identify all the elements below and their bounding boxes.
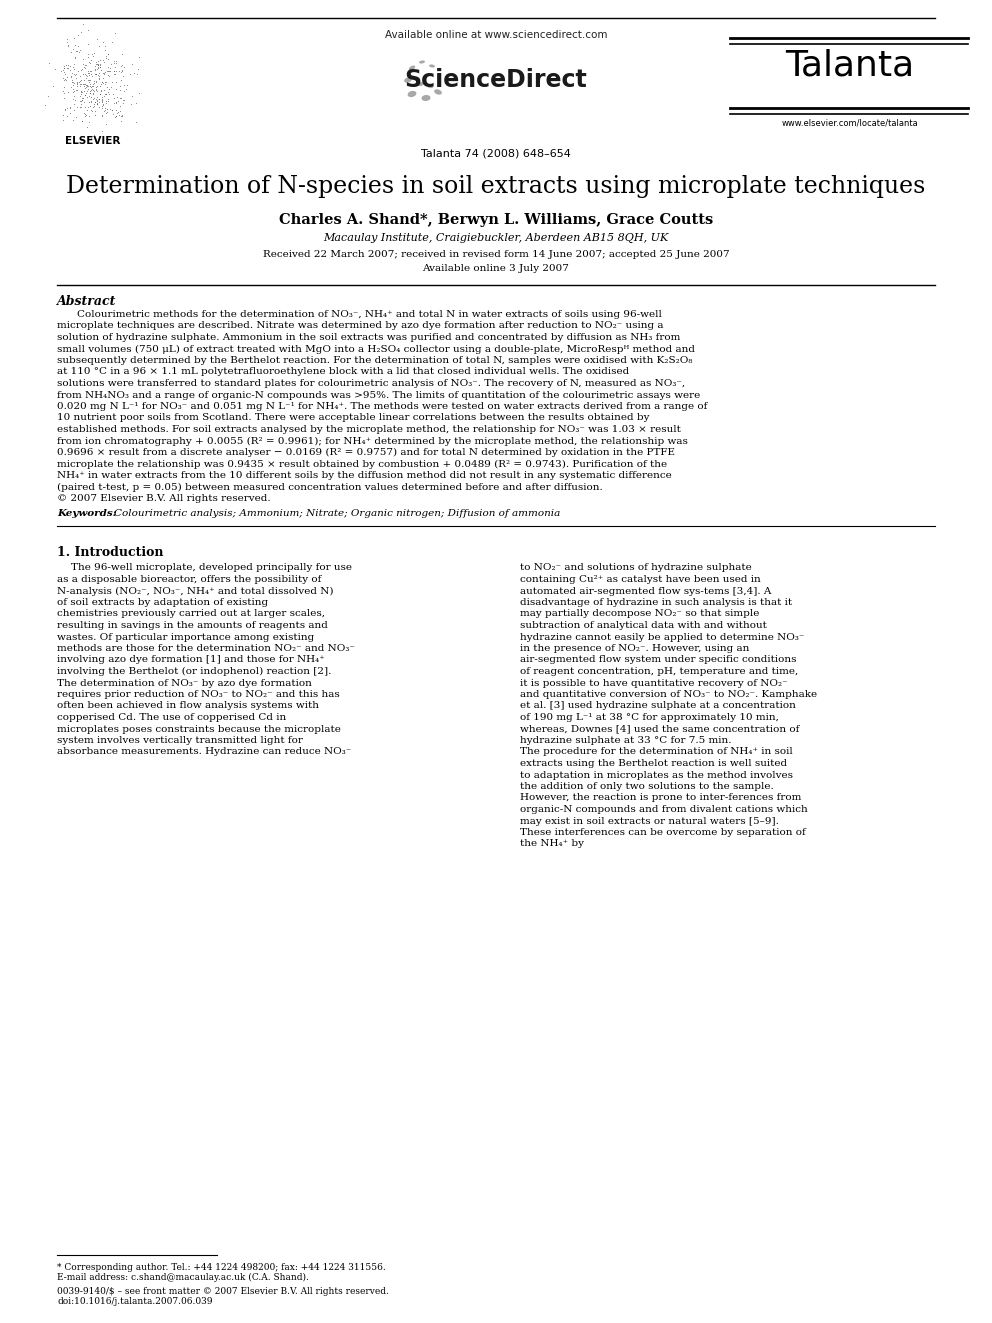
Text: subtraction of analytical data with and without: subtraction of analytical data with and … <box>520 620 767 630</box>
Text: solution of hydrazine sulphate. Ammonium in the soil extracts was purified and c: solution of hydrazine sulphate. Ammonium… <box>57 333 681 343</box>
Ellipse shape <box>429 65 434 67</box>
Text: may partially decompose NO₂⁻ so that simple: may partially decompose NO₂⁻ so that sim… <box>520 610 759 618</box>
Text: et al. [3] used hydrazine sulphate at a concentration: et al. [3] used hydrazine sulphate at a … <box>520 701 796 710</box>
Text: solutions were transferred to standard plates for colourimetric analysis of NO₃⁻: solutions were transferred to standard p… <box>57 378 685 388</box>
Text: may exist in soil extracts or natural waters [5–9].: may exist in soil extracts or natural wa… <box>520 816 779 826</box>
Text: Keywords:: Keywords: <box>57 509 117 519</box>
Text: wastes. Of particular importance among existing: wastes. Of particular importance among e… <box>57 632 314 642</box>
Text: 10 nutrient poor soils from Scotland. There were acceptable linear correlations : 10 nutrient poor soils from Scotland. Th… <box>57 414 650 422</box>
Text: doi:10.1016/j.talanta.2007.06.039: doi:10.1016/j.talanta.2007.06.039 <box>57 1297 212 1306</box>
Text: system involves vertically transmitted light for: system involves vertically transmitted l… <box>57 736 303 745</box>
Ellipse shape <box>417 82 424 86</box>
Ellipse shape <box>419 61 425 64</box>
Text: absorbance measurements. Hydrazine can reduce NO₃⁻: absorbance measurements. Hydrazine can r… <box>57 747 351 757</box>
Text: air-segmented flow system under specific conditions: air-segmented flow system under specific… <box>520 655 797 664</box>
Text: of reagent concentration, pH, temperature and time,: of reagent concentration, pH, temperatur… <box>520 667 799 676</box>
Text: involving azo dye formation [1] and those for NH₄⁺: involving azo dye formation [1] and thos… <box>57 655 324 664</box>
Text: at 110 °C in a 96 × 1.1 mL polytetrafluoroethylene block with a lid that closed : at 110 °C in a 96 × 1.1 mL polytetrafluo… <box>57 368 629 377</box>
Text: E-mail address: c.shand@macaulay.ac.uk (C.A. Shand).: E-mail address: c.shand@macaulay.ac.uk (… <box>57 1273 309 1282</box>
Text: often been achieved in flow analysis systems with: often been achieved in flow analysis sys… <box>57 701 319 710</box>
Text: subsequently determined by the Berthelot reaction. For the determination of tota: subsequently determined by the Berthelot… <box>57 356 692 365</box>
Text: 1. Introduction: 1. Introduction <box>57 545 164 558</box>
Text: automated air-segmented flow sys-tems [3,4]. A: automated air-segmented flow sys-tems [3… <box>520 586 772 595</box>
Text: copperised Cd. The use of copperised Cd in: copperised Cd. The use of copperised Cd … <box>57 713 287 722</box>
Text: Available online 3 July 2007: Available online 3 July 2007 <box>423 265 569 273</box>
Text: www.elsevier.com/locate/talanta: www.elsevier.com/locate/talanta <box>782 118 919 127</box>
Text: requires prior reduction of NO₃⁻ to NO₂⁻ and this has: requires prior reduction of NO₃⁻ to NO₂⁻… <box>57 691 339 699</box>
Ellipse shape <box>409 66 416 70</box>
Text: hydrazine cannot easily be applied to determine NO₃⁻: hydrazine cannot easily be applied to de… <box>520 632 805 642</box>
Text: microplate the relationship was 0.9435 × result obtained by combustion + 0.0489 : microplate the relationship was 0.9435 ×… <box>57 459 668 468</box>
Text: methods are those for the determination NO₂⁻ and NO₃⁻: methods are those for the determination … <box>57 644 355 654</box>
Text: * Corresponding author. Tel.: +44 1224 498200; fax: +44 1224 311556.: * Corresponding author. Tel.: +44 1224 4… <box>57 1263 386 1271</box>
Text: to NO₂⁻ and solutions of hydrazine sulphate: to NO₂⁻ and solutions of hydrazine sulph… <box>520 564 752 573</box>
Text: Colourimetric methods for the determination of NO₃⁻, NH₄⁺ and total N in water e: Colourimetric methods for the determinat… <box>77 310 662 319</box>
Text: as a disposable bioreactor, offers the possibility of: as a disposable bioreactor, offers the p… <box>57 576 321 583</box>
Text: These interferences can be overcome by separation of: These interferences can be overcome by s… <box>520 828 806 837</box>
Text: 0039-9140/$ – see front matter © 2007 Elsevier B.V. All rights reserved.: 0039-9140/$ – see front matter © 2007 El… <box>57 1287 389 1297</box>
Ellipse shape <box>408 91 417 97</box>
Text: the NH₄⁺ by: the NH₄⁺ by <box>520 840 584 848</box>
Text: from ion chromatography + 0.0055 (R² = 0.9961); for NH₄⁺ determined by the micro: from ion chromatography + 0.0055 (R² = 0… <box>57 437 687 446</box>
Text: whereas, Downes [4] used the same concentration of: whereas, Downes [4] used the same concen… <box>520 725 800 733</box>
Text: Received 22 March 2007; received in revised form 14 June 2007; accepted 25 June : Received 22 March 2007; received in revi… <box>263 250 729 259</box>
Text: microplate techniques are described. Nitrate was determined by azo dye formation: microplate techniques are described. Nit… <box>57 321 664 331</box>
Text: of 190 mg L⁻¹ at 38 °C for approximately 10 min,: of 190 mg L⁻¹ at 38 °C for approximately… <box>520 713 779 722</box>
Text: Colourimetric analysis; Ammonium; Nitrate; Organic nitrogen; Diffusion of ammoni: Colourimetric analysis; Ammonium; Nitrat… <box>114 509 560 519</box>
Text: hydrazine sulphate at 33 °C for 7.5 min.: hydrazine sulphate at 33 °C for 7.5 min. <box>520 736 731 745</box>
Text: The 96-well microplate, developed principally for use: The 96-well microplate, developed princi… <box>71 564 352 573</box>
Text: Charles A. Shand*, Berwyn L. Williams, Grace Coutts: Charles A. Shand*, Berwyn L. Williams, G… <box>279 213 713 228</box>
Text: ScienceDirect: ScienceDirect <box>405 67 587 93</box>
Ellipse shape <box>404 77 412 83</box>
Ellipse shape <box>422 95 431 101</box>
Text: Macaulay Institute, Craigiebuckler, Aberdeen AB15 8QH, UK: Macaulay Institute, Craigiebuckler, Aber… <box>323 233 669 243</box>
Text: Talanta 74 (2008) 648–654: Talanta 74 (2008) 648–654 <box>421 148 571 157</box>
Text: The procedure for the determination of NH₄⁺ in soil: The procedure for the determination of N… <box>520 747 793 757</box>
Text: Talanta: Talanta <box>786 48 915 82</box>
Text: established methods. For soil extracts analysed by the microplate method, the re: established methods. For soil extracts a… <box>57 425 681 434</box>
Text: organic-N compounds and from divalent cations which: organic-N compounds and from divalent ca… <box>520 804 807 814</box>
Text: in the presence of NO₂⁻. However, using an: in the presence of NO₂⁻. However, using … <box>520 644 749 654</box>
Text: extracts using the Berthelot reaction is well suited: extracts using the Berthelot reaction is… <box>520 759 787 767</box>
Text: containing Cu²⁺ as catalyst have been used in: containing Cu²⁺ as catalyst have been us… <box>520 576 761 583</box>
Text: The determination of NO₃⁻ by azo dye formation: The determination of NO₃⁻ by azo dye for… <box>57 679 311 688</box>
Ellipse shape <box>434 89 441 95</box>
Text: resulting in savings in the amounts of reagents and: resulting in savings in the amounts of r… <box>57 620 328 630</box>
Text: disadvantage of hydrazine in such analysis is that it: disadvantage of hydrazine in such analys… <box>520 598 793 607</box>
Text: ELSEVIER: ELSEVIER <box>65 136 121 146</box>
Text: 0.020 mg N L⁻¹ for NO₃⁻ and 0.051 mg N L⁻¹ for NH₄⁺. The methods were tested on : 0.020 mg N L⁻¹ for NO₃⁻ and 0.051 mg N L… <box>57 402 707 411</box>
Text: to adaptation in microplates as the method involves: to adaptation in microplates as the meth… <box>520 770 793 779</box>
Text: Determination of N-species in soil extracts using microplate techniques: Determination of N-species in soil extra… <box>66 175 926 198</box>
Text: Available online at www.sciencedirect.com: Available online at www.sciencedirect.co… <box>385 30 607 40</box>
Text: it is possible to have quantitative recovery of NO₂⁻: it is possible to have quantitative reco… <box>520 679 788 688</box>
Text: However, the reaction is prone to inter-ferences from: However, the reaction is prone to inter-… <box>520 794 802 803</box>
Text: chemistries previously carried out at larger scales,: chemistries previously carried out at la… <box>57 610 325 618</box>
Ellipse shape <box>427 83 434 89</box>
Text: microplates poses constraints because the microplate: microplates poses constraints because th… <box>57 725 341 733</box>
Text: Abstract: Abstract <box>57 295 116 308</box>
Text: involving the Berthelot (or indophenol) reaction [2].: involving the Berthelot (or indophenol) … <box>57 667 331 676</box>
Text: NH₄⁺ in water extracts from the 10 different soils by the diffusion method did n: NH₄⁺ in water extracts from the 10 diffe… <box>57 471 672 480</box>
Text: of soil extracts by adaptation of existing: of soil extracts by adaptation of existi… <box>57 598 268 607</box>
Text: 0.9696 × result from a discrete analyser − 0.0169 (R² = 0.9757) and for total N : 0.9696 × result from a discrete analyser… <box>57 448 675 458</box>
Text: N-analysis (NO₂⁻, NO₃⁻, NH₄⁺ and total dissolved N): N-analysis (NO₂⁻, NO₃⁻, NH₄⁺ and total d… <box>57 586 333 595</box>
Text: from NH₄NO₃ and a range of organic-N compounds was >95%. The limits of quantitat: from NH₄NO₃ and a range of organic-N com… <box>57 390 700 400</box>
Text: and quantitative conversion of NO₃⁻ to NO₂⁻. Kamphake: and quantitative conversion of NO₃⁻ to N… <box>520 691 817 699</box>
Text: (paired t-test, p = 0.05) between measured concentration values determined befor: (paired t-test, p = 0.05) between measur… <box>57 483 603 492</box>
Text: © 2007 Elsevier B.V. All rights reserved.: © 2007 Elsevier B.V. All rights reserved… <box>57 493 271 503</box>
Text: small volumes (750 μL) of extract treated with MgO into a H₂SO₄ collector using : small volumes (750 μL) of extract treate… <box>57 344 695 353</box>
Text: the addition of only two solutions to the sample.: the addition of only two solutions to th… <box>520 782 774 791</box>
